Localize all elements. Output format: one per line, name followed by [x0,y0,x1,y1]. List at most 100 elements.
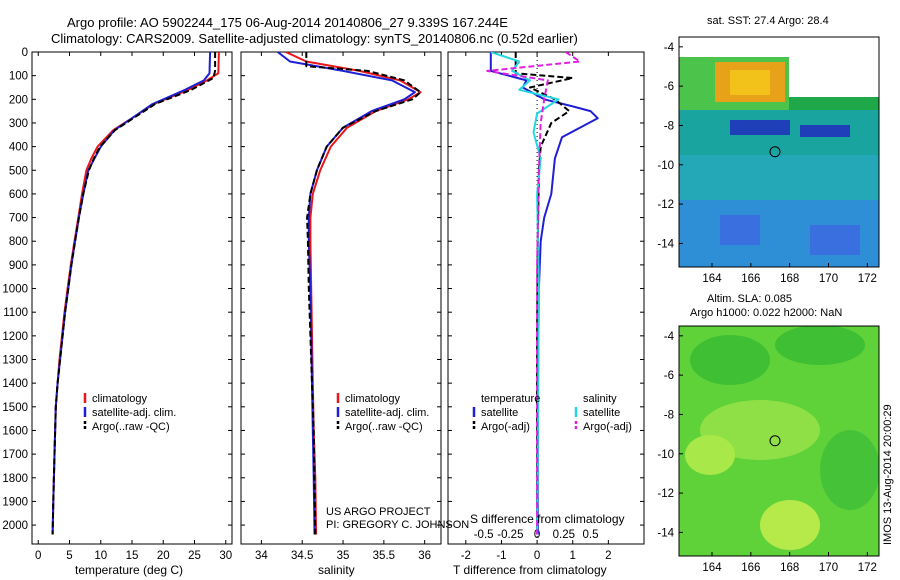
x-tick-label: 36 [418,550,431,562]
x-tick-label: 34 [255,550,268,562]
legend-label-satellite: satellite-adj. clim. [345,407,429,419]
legend-label-s-argo: Argo(-adj) [583,421,632,433]
legend-label-argo: Argo(..raw -QC) [345,421,423,433]
sla-map-image [679,326,879,556]
legend-label-t-argo: Argo(-adj) [481,421,530,433]
map-x-tick-label: 164 [702,562,722,574]
x-tick-label: 0 [35,550,41,562]
sla-map-subtitle: Argo h1000: 0.022 h2000: NaN [690,307,842,319]
map-y-tick-label: -12 [657,488,674,500]
map-x-tick-label: 172 [858,562,877,574]
sla-argo-position-marker [769,435,781,447]
salinity-legend: climatology satellite-adj. clim. Argo(..… [336,393,429,433]
depth-tick-label: 1000 [2,284,28,296]
difference-panel [447,51,645,545]
figure-title: Argo profile: AO 5902244_175 06-Aug-2014… [67,15,508,30]
sla-map-title: Altim. SLA: 0.085 [707,293,792,305]
map-x-tick-label: 166 [741,562,760,574]
sst-argo-position-marker [769,146,781,158]
sst-map-image [679,37,879,267]
map-y-tick-label: -8 [664,120,674,132]
legend-label-t-satellite: satellite [481,407,518,419]
depth-tick-label: 900 [9,260,28,272]
depth-tick-label: 600 [9,189,28,201]
map-y-tick-label: -4 [664,331,675,343]
x-top-tick-label: -0.25 [497,529,523,541]
depth-tick-label: 1300 [2,355,28,367]
map-x-tick-label: 168 [780,562,799,574]
depth-tick-label: 1700 [2,449,28,461]
depth-tick-label: 0 [22,47,28,59]
profile-series [51,52,599,544]
salinity-axis-label: salinity [318,563,355,577]
x-tick-label: 1 [570,550,576,562]
legend-label-satellite: satellite-adj. clim. [92,407,176,419]
temperature-legend: climatology satellite-adj. clim. Argo(..… [83,393,176,433]
x-tick-label: 30 [219,550,232,562]
depth-tick-label: 100 [9,71,28,83]
x-top-tick-label: 0.5 [583,529,599,541]
temperature-panel [31,51,233,545]
series-line-argo-raw-qc [51,52,217,535]
s-difference-axis-label: S difference from climatology [470,512,625,526]
x-top-tick-label: 0.25 [553,529,575,541]
depth-tick-label: 400 [9,142,28,154]
x-top-tick-label: 0 [534,529,540,541]
depth-tick-label: 1900 [2,496,28,508]
x-top-tick-label: -0.5 [474,529,494,541]
depth-tick-label: 500 [9,165,28,177]
x-tick-label: 20 [157,550,170,562]
sla-map-axes: 164 166 168 170 172 -4 -6 -8 -10 -12 -14 [657,331,877,574]
map-x-tick-label: 164 [702,273,722,285]
map-y-tick-label: -6 [664,370,674,382]
timestamp: IMOS 13-Aug-2014 20:00:29 [882,404,894,545]
sst-map-axes: 164 166 168 170 172 -4 -6 -8 -10 -12 -14 [657,42,877,285]
sst-map-frame [678,36,880,268]
depth-tick-label: 2000 [2,520,28,532]
depth-tick-label: 1500 [2,402,28,414]
x-tick-label: 35.5 [373,550,395,562]
series-line-argo-adj [486,52,581,535]
legend-label-climatology: climatology [92,393,148,405]
sst-map-title: sat. SST: 27.4 Argo: 28.4 [707,15,829,27]
map-y-tick-label: -14 [657,527,674,539]
t-difference-axis-label: T difference from climatology [453,563,607,577]
project-name: US ARGO PROJECT [326,506,431,518]
figure-subtitle: Climatology: CARS2009. Satellite-adjuste… [51,31,578,46]
x-tick-label: 0 [534,550,540,562]
map-y-tick-label: -12 [657,199,674,211]
map-y-tick-label: -14 [657,238,674,250]
series-group [486,52,599,535]
x-tick-label: -1 [496,550,506,562]
map-y-tick-label: -4 [664,42,675,54]
series-group [277,52,422,535]
x-tick-label: 10 [94,550,107,562]
difference-legend: temperature salinity satellite Argo(-adj… [472,393,632,433]
map-x-tick-label: 168 [780,273,799,285]
salinity-panel [240,51,442,545]
map-x-tick-label: 172 [858,273,877,285]
map-y-tick-label: -10 [657,160,674,172]
legend-label-climatology: climatology [345,393,401,405]
depth-tick-label: 300 [9,118,28,130]
depth-tick-label: 1200 [2,331,28,343]
map-x-tick-label: 170 [819,562,838,574]
sla-map-frame [678,325,880,557]
depth-tick-label: 1800 [2,473,28,485]
series-group [51,52,220,535]
depth-axis: 0 100 200 300 400 500 600 700 800 900 1000 1100 1200… [2,47,644,532]
x-tick-label: 15 [126,550,139,562]
map-y-tick-label: -10 [657,449,674,461]
legend-title-salinity: salinity [583,393,617,405]
x-tick-label: 35 [337,550,350,562]
x-tick-label: 2 [605,550,611,562]
x-tick-label: 25 [188,550,201,562]
legend-title-temperature: temperature [481,393,540,405]
x-tick-label: 34.5 [291,550,313,562]
legend-label-argo: Argo(..raw -QC) [92,421,170,433]
depth-tick-label: 1100 [3,307,28,319]
x-tick-label: 5 [66,550,72,562]
depth-tick-label: 800 [9,236,28,248]
series-line-argo-raw-qc [305,52,422,535]
